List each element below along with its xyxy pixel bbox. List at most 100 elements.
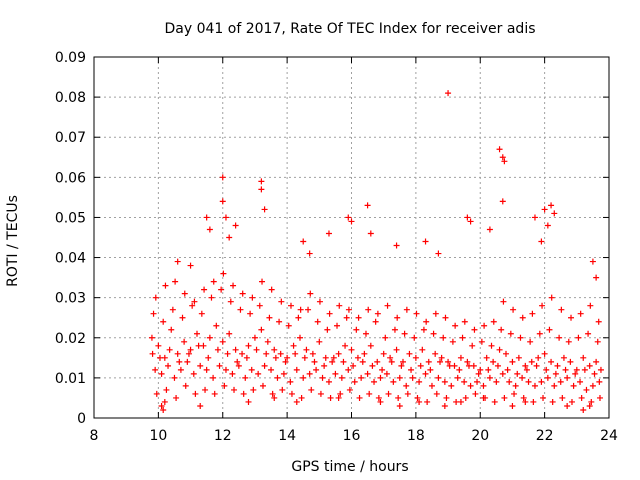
- data-point: [435, 374, 442, 381]
- data-point: [149, 350, 156, 357]
- data-point: [161, 398, 168, 405]
- data-point: [172, 278, 179, 285]
- y-tick-label: 0.04: [55, 251, 86, 267]
- data-point: [247, 310, 254, 317]
- data-point: [597, 366, 604, 373]
- data-point: [416, 378, 423, 385]
- data-point: [549, 398, 556, 405]
- axis-ticks: 8 10 12 14 16 18 20 22 24 0 0.01 0.02 0.03 0.04 0.05 0.…: [55, 50, 618, 444]
- data-point: [182, 382, 189, 389]
- data-point: [511, 390, 518, 397]
- data-point: [367, 230, 374, 237]
- data-point: [367, 342, 374, 349]
- data-point: [348, 346, 355, 353]
- data-point: [538, 378, 545, 385]
- data-point: [501, 394, 508, 401]
- data-point: [345, 214, 352, 221]
- data-point: [581, 366, 588, 373]
- data-point: [454, 374, 461, 381]
- data-point: [424, 398, 431, 405]
- data-point: [377, 398, 384, 405]
- data-point: [499, 154, 506, 161]
- data-point: [525, 378, 532, 385]
- data-point: [194, 330, 200, 337]
- data-point: [445, 90, 452, 97]
- data-point: [325, 230, 332, 237]
- data-point: [499, 198, 506, 205]
- data-point: [325, 378, 332, 385]
- data-point: [412, 354, 419, 361]
- data-point: [340, 358, 347, 365]
- data-point: [546, 326, 553, 333]
- data-point: [425, 358, 432, 365]
- data-point: [374, 310, 381, 317]
- data-point: [578, 394, 585, 401]
- data-point: [364, 202, 371, 209]
- x-axis-label: GPS time / hours: [291, 459, 408, 475]
- data-point: [544, 374, 551, 381]
- data-point: [509, 358, 516, 365]
- data-point: [226, 330, 233, 337]
- data-point: [462, 394, 469, 401]
- data-point: [264, 338, 271, 345]
- x-tick-label: 16: [343, 428, 361, 444]
- data-point: [507, 330, 514, 337]
- data-point: [268, 366, 275, 373]
- data-point: [559, 394, 566, 401]
- data-point: [358, 374, 365, 381]
- data-point: [568, 398, 575, 405]
- data-point: [438, 354, 445, 361]
- data-point: [562, 366, 569, 373]
- data-point: [503, 350, 509, 357]
- data-point: [459, 334, 466, 341]
- data-point: [388, 358, 395, 365]
- data-point: [417, 362, 424, 369]
- data-point: [400, 358, 406, 365]
- data-point: [544, 222, 551, 229]
- data-point: [354, 354, 361, 361]
- data-point: [531, 382, 538, 389]
- data-point: [471, 326, 478, 333]
- data-point: [220, 270, 227, 277]
- data-point: [335, 350, 342, 357]
- data-point: [293, 398, 300, 405]
- data-point: [409, 374, 416, 381]
- x-tick-label: 12: [214, 428, 232, 444]
- data-point: [234, 358, 241, 365]
- data-point: [565, 338, 572, 345]
- data-point: [269, 390, 276, 397]
- data-point: [300, 238, 307, 245]
- data-point: [155, 342, 162, 349]
- data-point: [372, 318, 379, 325]
- data-point: [446, 362, 453, 369]
- y-tick-label: 0.08: [55, 90, 86, 106]
- data-point: [577, 310, 584, 317]
- data-point: [191, 298, 198, 305]
- data-point: [243, 354, 250, 361]
- data-point: [477, 366, 484, 373]
- data-point: [593, 358, 600, 365]
- data-point: [256, 302, 263, 309]
- data-point: [414, 394, 421, 401]
- data-point: [284, 354, 291, 361]
- data-point: [551, 210, 558, 217]
- data-point: [311, 358, 318, 365]
- data-point: [543, 366, 550, 373]
- data-point: [380, 350, 387, 357]
- data-point: [237, 306, 244, 313]
- data-point: [461, 318, 468, 325]
- data-point: [441, 378, 448, 385]
- data-point: [297, 306, 304, 313]
- data-point: [480, 394, 487, 401]
- data-point: [239, 350, 246, 357]
- data-point: [359, 358, 366, 365]
- data-point: [445, 358, 452, 365]
- data-point: [174, 258, 181, 265]
- data-point: [282, 358, 289, 365]
- data-point: [448, 382, 455, 389]
- data-point: [369, 362, 376, 369]
- x-tick-label: 24: [600, 428, 618, 444]
- data-point: [510, 306, 517, 313]
- data-point: [494, 362, 501, 369]
- data-point: [192, 390, 199, 397]
